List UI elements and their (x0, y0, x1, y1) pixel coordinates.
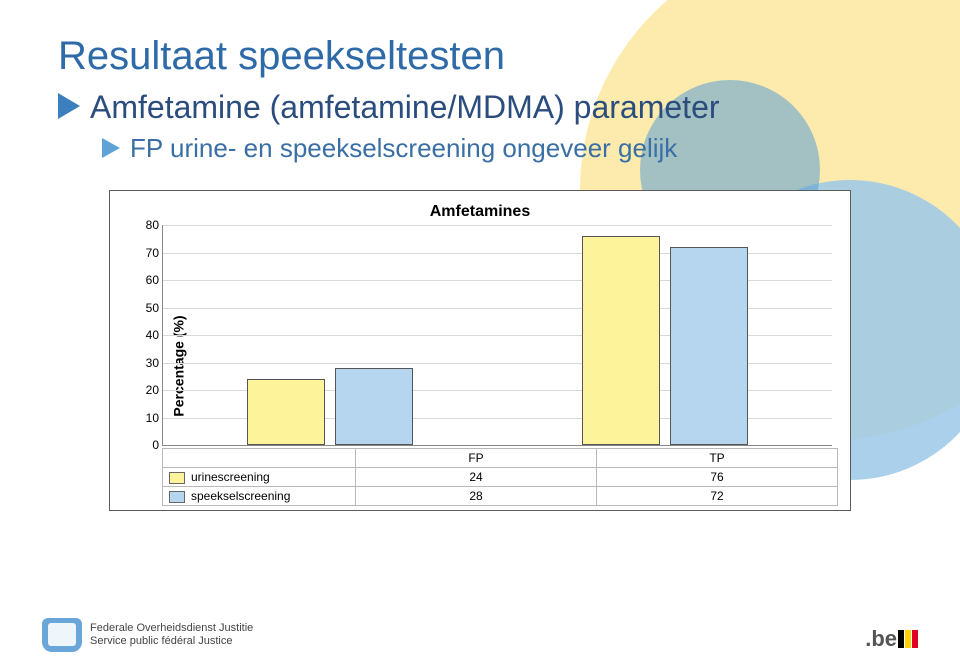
bar-speekselscreening-FP (335, 368, 413, 445)
bullet-text: Amfetamine (amfetamine/MDMA) parameter (90, 87, 720, 127)
bullet-triangle-icon (58, 93, 80, 119)
value-cell: 24 (356, 468, 597, 487)
bar-speekselscreening-TP (670, 247, 748, 445)
legend-blank (163, 449, 356, 468)
flag-black (898, 630, 904, 648)
flag-yellow (905, 630, 911, 648)
chart-title: Amfetamines (128, 203, 832, 221)
footer-left: Federale Overheidsdienst Justitie Servic… (42, 618, 253, 652)
bar-urinescreening-TP (582, 236, 660, 445)
y-tick: 80 (135, 218, 159, 232)
grid-line (163, 225, 832, 226)
sub-bullet-1: FP urine- en speekselscreening ongeveer … (102, 133, 902, 164)
slide-content: Resultaat speekseltesten Amfetamine (amf… (0, 0, 960, 511)
be-logo: .be (865, 626, 918, 652)
sub-bullet-text: FP urine- en speekselscreening ongeveer … (130, 133, 677, 164)
table-row: urinescreening 2476 (163, 468, 838, 487)
category-header: TP (597, 449, 838, 468)
arrow-icon (102, 138, 120, 158)
dept-line1: Federale Overheidsdienst Justitie (90, 622, 253, 635)
legend-label: urinescreening (191, 470, 270, 484)
page-title: Resultaat speekseltesten (58, 34, 902, 79)
y-tick: 40 (135, 328, 159, 342)
legend-swatch-icon (169, 472, 185, 484)
dept-name: Federale Overheidsdienst Justitie Servic… (90, 622, 253, 647)
y-tick: 0 (135, 438, 159, 452)
y-tick: 60 (135, 273, 159, 287)
category-header: FP (356, 449, 597, 468)
chart-panel: Amfetamines Percentage (%) 0102030405060… (109, 190, 851, 511)
legend-label: speekselscreening (191, 489, 290, 503)
y-tick: 70 (135, 246, 159, 260)
be-text: .be (865, 626, 897, 651)
value-cell: 72 (597, 487, 838, 506)
table-row: speekselscreening 2872 (163, 487, 838, 506)
legend-table: FPTP urinescreening 2476 speekselscreening 2… (162, 448, 838, 506)
value-cell: 28 (356, 487, 597, 506)
legend-cell: urinescreening (163, 468, 356, 487)
justice-logo-icon (42, 618, 82, 652)
dept-line2: Service public fédéral Justice (90, 635, 253, 648)
flag-red (912, 630, 918, 648)
plot-area: 01020304050607080 (162, 225, 832, 446)
y-tick: 50 (135, 301, 159, 315)
y-tick: 10 (135, 411, 159, 425)
bar-urinescreening-FP (247, 379, 325, 445)
legend-cell: speekselscreening (163, 487, 356, 506)
y-tick: 20 (135, 383, 159, 397)
y-tick: 30 (135, 356, 159, 370)
value-cell: 76 (597, 468, 838, 487)
bullet-1: Amfetamine (amfetamine/MDMA) parameter (58, 87, 902, 127)
footer: Federale Overheidsdienst Justitie Servic… (0, 618, 960, 652)
legend-swatch-icon (169, 491, 185, 503)
